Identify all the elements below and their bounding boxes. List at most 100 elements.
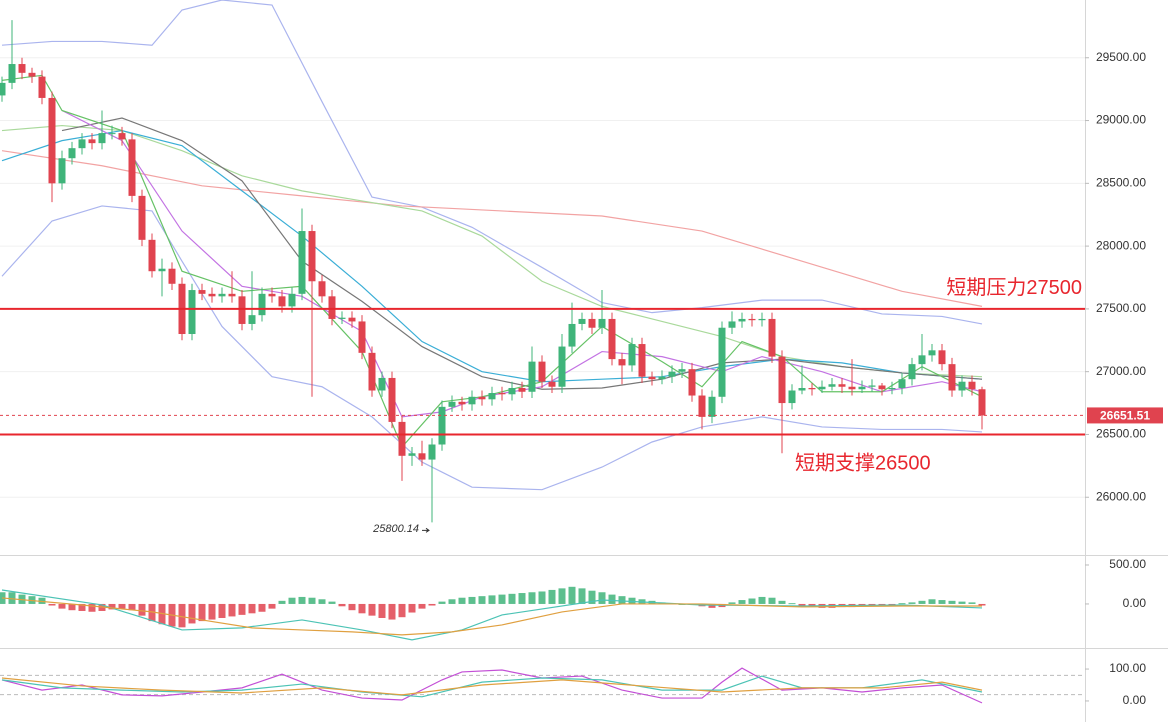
macd-bar [528, 592, 536, 604]
candle-body [638, 344, 646, 377]
candle-body [468, 396, 476, 405]
candle-body [458, 401, 466, 405]
y-tick-label: 27000.00 [1096, 364, 1146, 378]
candle-body [488, 393, 496, 400]
candle-body [648, 376, 656, 380]
candle-body [138, 195, 146, 240]
macd-bar [388, 603, 396, 620]
candle-body [878, 385, 886, 390]
candle-body [168, 268, 176, 284]
candle-body [288, 293, 296, 307]
macd-bar [588, 590, 596, 604]
macd-bar [368, 603, 376, 616]
macd-bar [488, 595, 496, 604]
candle-body [828, 384, 836, 387]
macd-bar [68, 603, 76, 611]
y-tick-label: 26000.00 [1096, 489, 1146, 503]
candle-body [438, 406, 446, 445]
macd-bar [118, 603, 126, 609]
candle-body [768, 318, 776, 357]
macd-bar [978, 603, 986, 606]
macd-bar [498, 594, 506, 604]
candle-body [398, 421, 406, 456]
candle-body [968, 381, 976, 390]
candle-body [508, 387, 516, 395]
candle-body [598, 318, 606, 328]
candle-body [928, 350, 936, 356]
candle-body [778, 356, 786, 404]
candle-body [838, 384, 846, 387]
low-marker-label: 25800.14 [372, 523, 419, 535]
macd-bar [258, 603, 266, 612]
macd-bar [358, 603, 366, 614]
candle-body [978, 389, 986, 416]
macd-bar [428, 603, 436, 606]
candle-body [0, 82, 6, 96]
macd-bar [948, 600, 956, 604]
macd-bar [888, 603, 896, 605]
candle-body [848, 386, 856, 390]
candle-body [548, 381, 556, 387]
macd-bar [338, 603, 346, 607]
macd-bar [418, 603, 426, 609]
macd-bar [58, 603, 66, 609]
macd-bar [568, 586, 576, 604]
macd-bar [758, 596, 766, 604]
candle-body [918, 355, 926, 365]
macd-bar [778, 600, 786, 604]
candle-body [48, 97, 56, 184]
macd-bar [558, 588, 566, 604]
candle-body [678, 369, 686, 372]
candle-body [618, 359, 626, 366]
macd-bar [918, 600, 926, 604]
macd-bar [958, 601, 966, 604]
candle-body [208, 293, 216, 297]
macd-bar [278, 600, 286, 604]
candle-body [798, 387, 806, 391]
macd-bar [398, 603, 406, 618]
macd-bar [288, 597, 296, 604]
candle-body [958, 381, 966, 391]
macd-bar [348, 603, 356, 611]
candle-body [808, 387, 816, 390]
candle-body [238, 296, 246, 324]
last-price-tag [1087, 407, 1163, 424]
macd-bar [128, 603, 136, 611]
candle-body [158, 268, 166, 272]
candle-body [328, 296, 336, 319]
candle-body [938, 350, 946, 365]
candle-body [78, 139, 86, 149]
macd-bar [478, 596, 486, 604]
candle-body [318, 281, 326, 297]
macd-bar [248, 603, 256, 614]
macd-bar [938, 600, 946, 604]
candle-body [868, 385, 876, 387]
candle-body [818, 386, 826, 390]
macd-bar [768, 597, 776, 604]
indicator-line [1, 597, 982, 636]
candle-body [188, 290, 196, 335]
y-tick-label: 28000.00 [1096, 238, 1146, 252]
macd-bar [538, 591, 546, 604]
candle-body [658, 376, 666, 380]
y-tick-label: 27500.00 [1096, 301, 1146, 315]
candle-body [98, 133, 106, 144]
macd-bar [748, 598, 756, 604]
macd-bar [318, 599, 326, 604]
candle-body [788, 390, 796, 404]
macd-bar [898, 603, 906, 605]
macd-bar [308, 597, 316, 604]
indicator-line [1, 150, 983, 307]
candle-body [448, 401, 456, 407]
candle-body [348, 317, 356, 322]
candle-body [108, 133, 116, 135]
macd-bar [88, 603, 96, 612]
macd-bar [518, 593, 526, 604]
candle-body [528, 361, 536, 392]
candle-body [268, 293, 276, 297]
y-tick-label: 0.00 [1123, 596, 1147, 610]
macd-bar [578, 588, 586, 604]
macd-bar [298, 596, 306, 604]
macd-bar [188, 603, 196, 624]
